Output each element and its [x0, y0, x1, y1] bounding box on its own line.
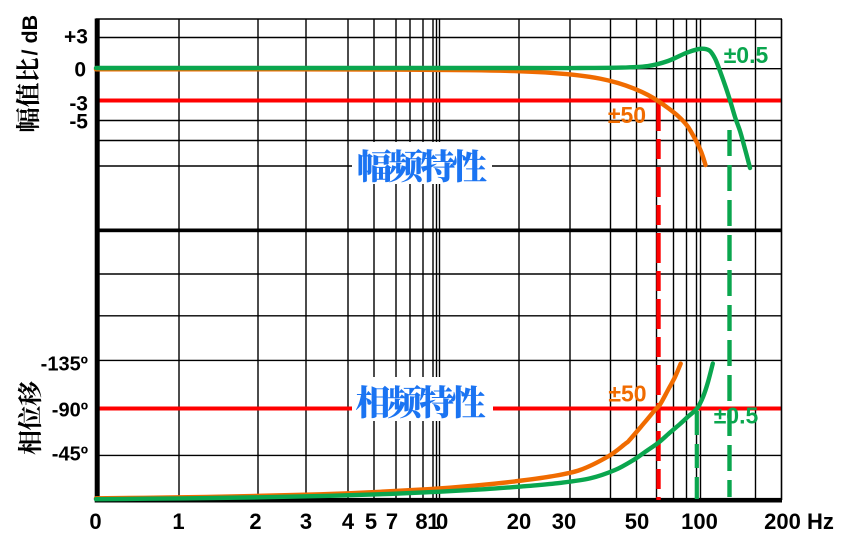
svg-text:-90º: -90º	[52, 400, 88, 422]
svg-text:±0.5: ±0.5	[714, 403, 759, 429]
svg-text:±0.5: ±0.5	[724, 42, 769, 68]
svg-text:-135º: -135º	[41, 354, 88, 376]
svg-text:100: 100	[681, 509, 718, 534]
svg-text:8: 8	[415, 509, 427, 534]
svg-text:4: 4	[342, 509, 355, 534]
svg-text:1: 1	[172, 509, 184, 534]
svg-text:Hz: Hz	[807, 509, 834, 534]
svg-text:20: 20	[507, 509, 531, 534]
svg-text:±50: ±50	[608, 102, 646, 128]
svg-text:0: 0	[74, 59, 86, 82]
svg-text:50: 50	[625, 509, 649, 534]
svg-text:3: 3	[300, 509, 312, 534]
svg-text:±50: ±50	[608, 381, 646, 407]
svg-text:7: 7	[386, 509, 398, 534]
svg-text:-5: -5	[69, 111, 88, 134]
svg-text:-45º: -45º	[52, 444, 88, 466]
svg-text:0: 0	[89, 509, 101, 534]
svg-text:-3: -3	[69, 93, 88, 116]
svg-text:200: 200	[764, 509, 801, 534]
svg-text:5: 5	[365, 509, 377, 534]
svg-text:+3: +3	[64, 26, 88, 49]
svg-text:30: 30	[552, 509, 576, 534]
svg-text:/ dB: / dB	[18, 15, 42, 56]
svg-text:2: 2	[249, 509, 261, 534]
